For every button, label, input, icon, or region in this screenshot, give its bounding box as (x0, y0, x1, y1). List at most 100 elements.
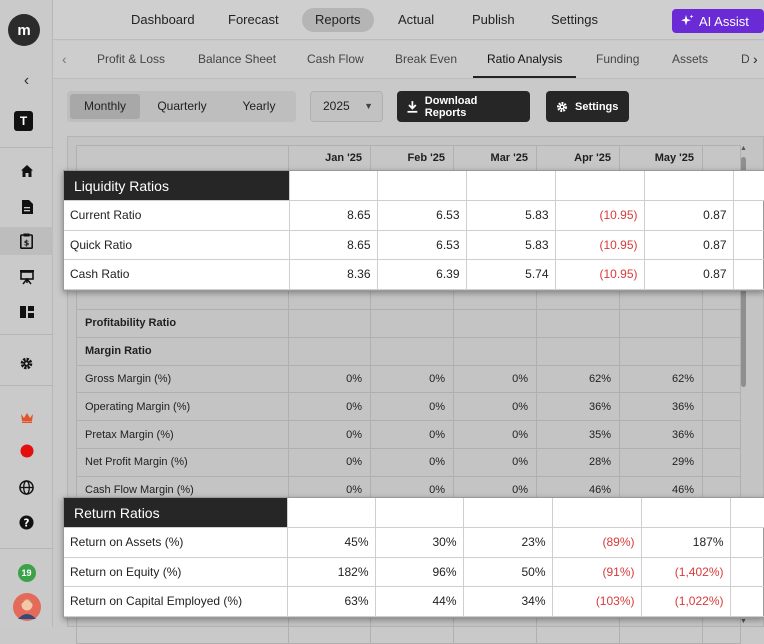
record-icon[interactable] (0, 437, 53, 465)
cell-value: 29% (619, 447, 703, 477)
cell-empty (287, 498, 376, 528)
presentation-icon[interactable] (0, 263, 53, 291)
cell-value: 0% (288, 364, 371, 394)
tab-truncated[interactable]: D (741, 52, 749, 66)
column-header: Mar '25 (453, 145, 537, 171)
sidebar-divider (0, 385, 53, 386)
cell-value: 96% (375, 557, 464, 587)
cell-value (288, 336, 371, 366)
cell-value (370, 336, 454, 366)
cell-value: (1,402%) (641, 557, 731, 587)
tab-funding[interactable]: Funding (596, 52, 640, 66)
cell-value: (1,022%) (641, 586, 731, 617)
cell-empty (702, 614, 741, 644)
notification-badge[interactable]: 19 (0, 559, 53, 587)
cell-value (370, 308, 454, 338)
top-navigation: Dashboard Forecast Reports Actual Publis… (53, 0, 764, 40)
scroll-right-icon[interactable]: › (753, 51, 758, 67)
topnav-publish[interactable]: Publish (472, 12, 515, 27)
cell-value: 187% (641, 527, 731, 558)
cell-value: (89%) (552, 527, 642, 558)
row-label: Return on Equity (%) (64, 557, 288, 587)
return-table: Return Ratios Return on Assets (%) 45% 30% 2… (64, 498, 764, 617)
cell-empty (702, 392, 741, 422)
cell-value: 0.87 (644, 230, 734, 260)
collapse-sidebar-icon[interactable]: ‹ (23, 72, 30, 89)
year-value: 2025 (323, 99, 350, 113)
tab-assets[interactable]: Assets (672, 52, 709, 66)
cell-value: 62% (536, 364, 620, 394)
table-row: Cash Ratio 8.36 6.39 5.74 (10.95) 0.87 (64, 259, 764, 290)
table-row: Pretax Margin (%) 0% 0% 0% 35% 36% (76, 420, 741, 449)
tab-break-even[interactable]: Break Even (395, 52, 458, 66)
report-settings-label: Settings (575, 100, 619, 113)
row-label: Operating Margin (%) (76, 392, 289, 422)
topnav-settings[interactable]: Settings (551, 12, 598, 27)
row-label: Gross Margin (%) (76, 364, 289, 394)
cell-value: 0% (453, 364, 537, 394)
scroll-up-icon[interactable]: ▲ (740, 145, 747, 152)
cell-empty (730, 586, 764, 617)
year-select[interactable]: 2025 ▼ (310, 91, 383, 122)
workspace-badge[interactable]: T (14, 111, 33, 131)
cell-value (619, 336, 703, 366)
clipboard-dollar-icon[interactable]: $ (0, 227, 53, 255)
cell-empty (730, 557, 764, 587)
cell-value: 5.83 (466, 230, 556, 260)
cell-value (370, 614, 454, 644)
crown-icon[interactable] (0, 403, 53, 431)
tab-ratio-analysis[interactable]: Ratio Analysis (473, 41, 577, 78)
row-label: Quick Ratio (64, 230, 290, 260)
row-label: Pretax Margin (%) (76, 420, 289, 449)
cell-empty (733, 259, 764, 290)
app-logo[interactable]: m (8, 14, 40, 46)
table-header-row: Jan '25 Feb '25 Mar '25 Apr '25 May '25 (76, 145, 741, 171)
cell-value: 44% (375, 586, 464, 617)
column-header (702, 145, 741, 171)
cell-value (288, 614, 371, 644)
document-icon[interactable] (0, 193, 53, 221)
tab-balance-sheet[interactable]: Balance Sheet (198, 52, 277, 66)
cell-value: 62% (619, 364, 703, 394)
help-icon[interactable]: ? (0, 508, 53, 536)
cell-empty (466, 171, 556, 201)
cell-value (453, 336, 537, 366)
home-icon[interactable] (0, 157, 53, 185)
table-row: Current Ratio 8.65 6.53 5.83 (10.95) 0.87 (64, 200, 764, 231)
sidebar-divider (0, 548, 53, 549)
ai-assist-button[interactable]: AI Assist (672, 9, 764, 33)
topnav-dashboard[interactable]: Dashboard (131, 12, 195, 27)
dashboard-icon[interactable] (0, 298, 53, 326)
download-reports-button[interactable]: Download Reports (397, 91, 530, 122)
cell-value: (10.95) (555, 259, 645, 290)
report-settings-button[interactable]: Settings (546, 91, 629, 122)
scroll-down-icon[interactable]: ▼ (740, 618, 747, 625)
topnav-reports[interactable]: Reports (302, 8, 374, 32)
cell-value: 30% (375, 527, 464, 558)
settings-icon[interactable] (0, 349, 53, 377)
card-title: Return Ratios (64, 498, 288, 528)
scroll-left-icon[interactable]: ‹ (62, 51, 67, 67)
globe-icon[interactable] (0, 473, 53, 501)
cell-value: 35% (536, 420, 620, 449)
cell-value: (10.95) (555, 230, 645, 260)
period-quarterly[interactable]: Quarterly (157, 99, 207, 113)
row-label: Net Profit Margin (%) (76, 447, 289, 477)
table-header-label (76, 145, 289, 171)
cell-empty (733, 200, 764, 231)
cell-value: 0% (288, 392, 371, 422)
cell-empty (641, 498, 731, 528)
cell-empty (552, 498, 642, 528)
tab-profit-loss[interactable]: Profit & Loss (97, 52, 166, 66)
topnav-forecast[interactable]: Forecast (228, 12, 279, 27)
period-yearly[interactable]: Yearly (242, 99, 276, 113)
table-row: Return on Equity (%) 182% 96% 50% (91%) (1,40… (64, 557, 764, 587)
user-avatar[interactable] (0, 592, 53, 622)
tab-cash-flow[interactable]: Cash Flow (307, 52, 364, 66)
topnav-actual[interactable]: Actual (398, 12, 435, 27)
cell-empty (702, 447, 741, 477)
period-monthly[interactable]: Monthly (70, 94, 140, 119)
liquidity-table: Liquidity Ratios Current Ratio 8.65 6.53 5.8… (64, 171, 764, 290)
cell-value: 0% (453, 447, 537, 477)
cell-empty (555, 171, 645, 201)
